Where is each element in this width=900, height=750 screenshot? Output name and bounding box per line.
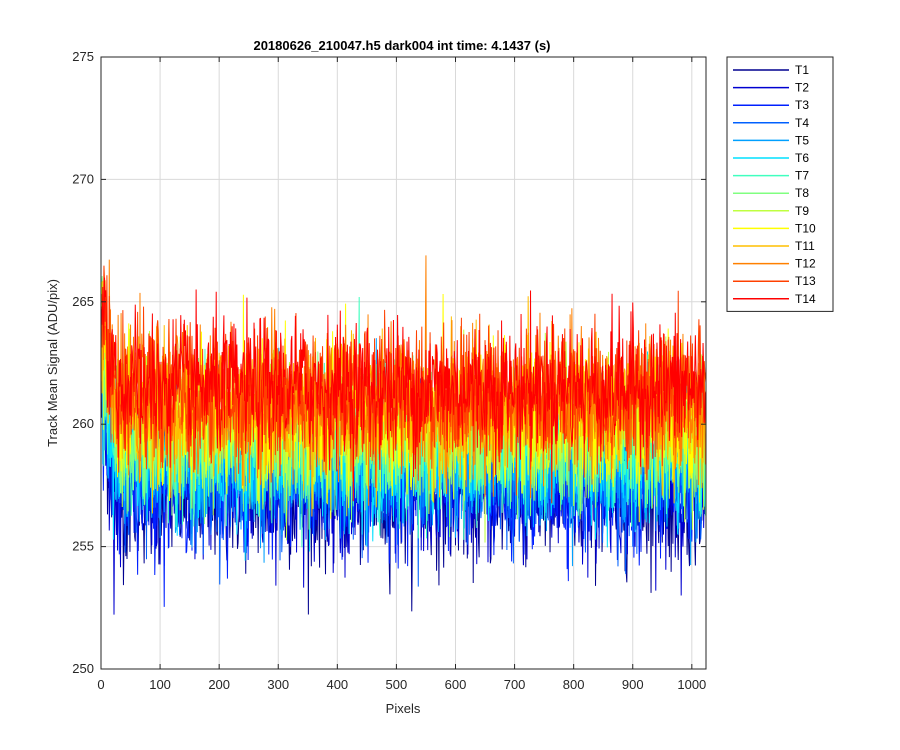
x-tick-label: 100	[149, 677, 171, 692]
legend-label-t14: T14	[795, 292, 816, 306]
legend-label-t12: T12	[795, 257, 816, 271]
axes-box	[100, 56, 707, 670]
legend-label-t11: T11	[795, 239, 815, 253]
x-tick-label: 600	[445, 677, 467, 692]
legend-label-t2: T2	[795, 81, 809, 95]
legend-label-t8: T8	[795, 186, 809, 200]
x-tick-label: 0	[97, 677, 104, 692]
y-axis-label: Track Mean Signal (ADU/pix)	[45, 279, 60, 447]
y-tick-label: 250	[72, 661, 94, 676]
legend-box	[726, 56, 834, 312]
x-tick-label: 900	[622, 677, 644, 692]
legend-label-t3: T3	[795, 98, 809, 112]
x-tick-label: 400	[326, 677, 348, 692]
x-tick-label: 200	[208, 677, 230, 692]
legend-label-t1: T1	[795, 63, 809, 77]
y-tick-label: 275	[72, 49, 94, 64]
x-tick-label: 800	[563, 677, 585, 692]
legend-label-t13: T13	[795, 274, 816, 288]
y-tick-label: 260	[72, 416, 94, 431]
x-tick-label: 700	[504, 677, 526, 692]
legend-label-t5: T5	[795, 133, 809, 147]
legend-label-t10: T10	[795, 221, 816, 235]
ticks: 0 100 200 300 400 500 600 700 800 900 1000 250 255 26…	[72, 49, 706, 692]
legend-label-t9: T9	[795, 204, 809, 218]
x-tick-label: 500	[386, 677, 408, 692]
series-group	[101, 255, 707, 615]
legend-label-t7: T7	[795, 169, 809, 183]
x-tick-label: 1000	[677, 677, 706, 692]
y-tick-label: 265	[72, 294, 94, 309]
legend-label-t4: T4	[795, 116, 809, 130]
legend: T1 T2 T3 T4 T5 T6 T7 T8 T9 T10 T11 T12 T13 T14	[726, 56, 834, 312]
series-line-t14	[101, 277, 707, 504]
y-tick-label: 255	[72, 539, 94, 554]
chart-title: 20180626_210047.h5 dark004 int time: 4.1…	[253, 38, 550, 53]
legend-label-t6: T6	[795, 151, 809, 165]
x-tick-label: 300	[267, 677, 289, 692]
x-axis-label: Pixels	[386, 701, 421, 716]
y-tick-label: 270	[72, 171, 94, 186]
